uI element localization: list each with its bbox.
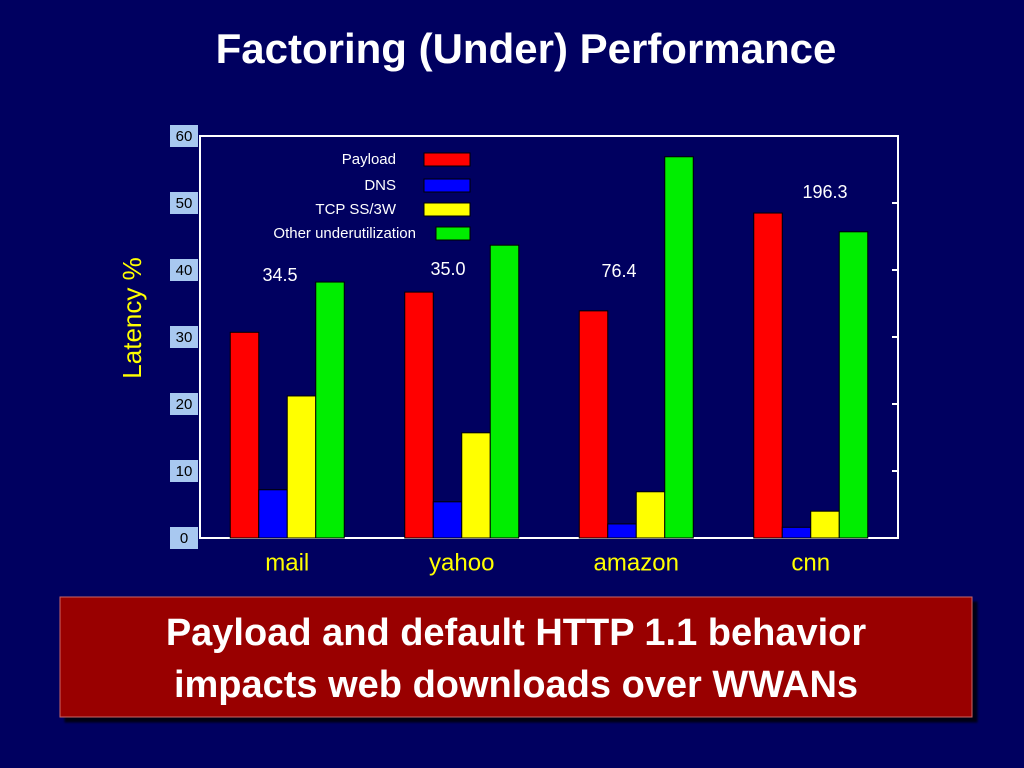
legend-label: Other underutilization	[273, 225, 416, 242]
bar	[838, 231, 869, 539]
legend-label: DNS	[364, 177, 396, 194]
annotation: 76.4	[601, 261, 636, 281]
y-tick-box	[170, 259, 198, 281]
callout-line: impacts web downloads over WWANs	[174, 664, 858, 706]
y-tick-box	[170, 460, 198, 482]
bar	[635, 491, 666, 539]
callout-line: Payload and default HTTP 1.1 behavior	[166, 612, 867, 654]
y-tick-label: 30	[176, 329, 193, 346]
legend-swatch	[423, 152, 471, 167]
bar	[489, 244, 520, 539]
y-axis-label: Latency %	[117, 257, 147, 378]
bar	[781, 526, 812, 539]
y-tick-box	[170, 393, 198, 415]
y-tick-label: 40	[176, 262, 193, 279]
y-tick-label: 50	[176, 195, 193, 212]
bar	[461, 432, 491, 539]
bar	[810, 510, 840, 539]
bar	[229, 331, 260, 539]
legend-swatch	[423, 202, 471, 217]
annotation: 196.3	[802, 182, 847, 202]
y-tick-label: 0	[180, 530, 188, 547]
y-tick-box	[170, 125, 198, 147]
bar	[578, 310, 609, 539]
y-tick-label: 20	[176, 396, 193, 413]
legend-swatch	[435, 226, 471, 241]
y-tick-box	[170, 192, 198, 214]
y-tick-box	[170, 527, 198, 549]
bar	[607, 523, 637, 539]
slide-title: Factoring (Under) Performance	[216, 25, 837, 72]
y-tick-label: 60	[176, 128, 193, 145]
bar	[664, 156, 694, 539]
bar	[258, 489, 288, 539]
bar	[432, 501, 463, 539]
x-tick-label: yahoo	[429, 549, 494, 576]
callout-box	[59, 596, 973, 718]
y-tick-box	[170, 326, 198, 348]
bar	[753, 212, 783, 539]
bar	[315, 281, 345, 539]
x-tick-label: amazon	[594, 549, 679, 576]
legend-label: Payload	[342, 151, 396, 168]
annotation: 34.5	[262, 265, 297, 285]
bar	[404, 291, 434, 539]
bar	[286, 395, 317, 539]
y-tick-label: 10	[176, 463, 193, 480]
legend-label: TCP SS/3W	[315, 201, 396, 218]
annotation: 35.0	[430, 259, 465, 279]
x-tick-label: cnn	[791, 549, 830, 576]
x-tick-label: mail	[265, 549, 309, 576]
legend-swatch	[423, 178, 471, 193]
